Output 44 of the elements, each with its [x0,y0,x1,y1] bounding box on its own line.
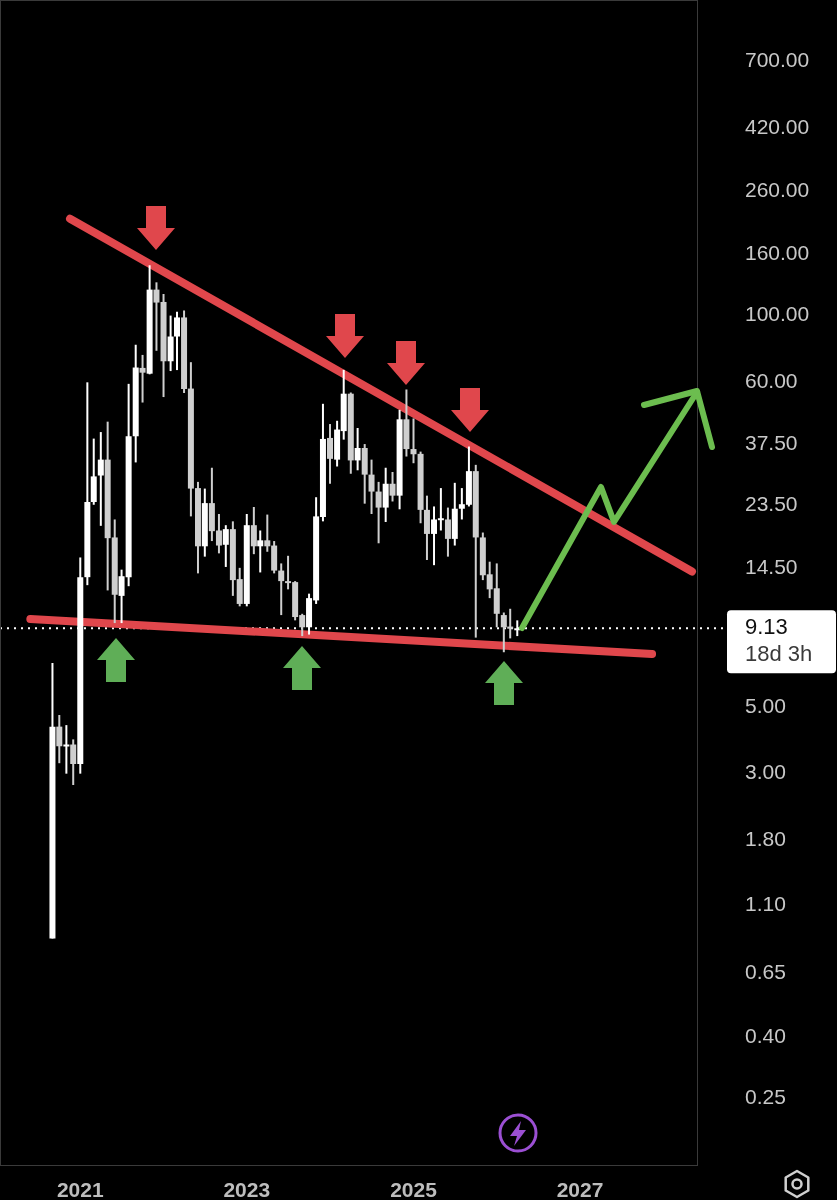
candlestick [327,423,334,485]
candlestick [222,524,229,568]
x-tick-label: 2023 [223,1178,271,1200]
y-tick-label: 60.00 [745,369,798,393]
candlestick [375,480,382,545]
candlestick [500,611,507,654]
candlestick [153,281,160,352]
y-tick-label: 260.00 [745,177,810,201]
y-tick-label: 0.25 [745,1085,786,1109]
candlestick [410,417,417,465]
y-tick-label: 420.00 [745,114,810,138]
y-tick-label: 23.50 [745,491,798,515]
candlestick [56,714,63,765]
candlestick [257,529,264,574]
candlestick [389,471,396,503]
y-tick-label: 0.40 [745,1023,786,1047]
y-tick-label: 1.80 [745,827,786,851]
y-tick-label: 1.10 [745,891,786,915]
y-tick-label: 160.00 [745,240,810,264]
ref-line-label: 9.13 [745,614,788,640]
candlestick [139,353,146,404]
candlestick [278,562,285,617]
candlestick [368,458,375,515]
x-tick-label: 2025 [390,1178,438,1200]
candlestick [173,310,180,372]
x-tick-label: 2021 [56,1178,104,1200]
candlestick [97,431,104,527]
candlestick [264,513,271,553]
y-tick-label: 0.65 [745,960,786,984]
candlestick [444,506,451,558]
candlestick [382,466,389,523]
y-tick-label: 5.00 [745,693,786,717]
x-tick-label: 2027 [556,1178,604,1200]
y-tick-label: 14.50 [745,554,798,578]
y-tick-label: 100.00 [745,302,810,326]
y-tick-label: 37.50 [745,430,798,454]
candlestick [507,607,514,640]
candlestick [70,738,77,787]
candlestick [250,506,257,556]
text: 18d 3h [745,641,813,667]
candlestick [63,724,70,775]
y-tick-label: 700.00 [745,48,810,72]
y-tick-label: 3.00 [745,760,786,784]
candlestick [354,426,361,472]
